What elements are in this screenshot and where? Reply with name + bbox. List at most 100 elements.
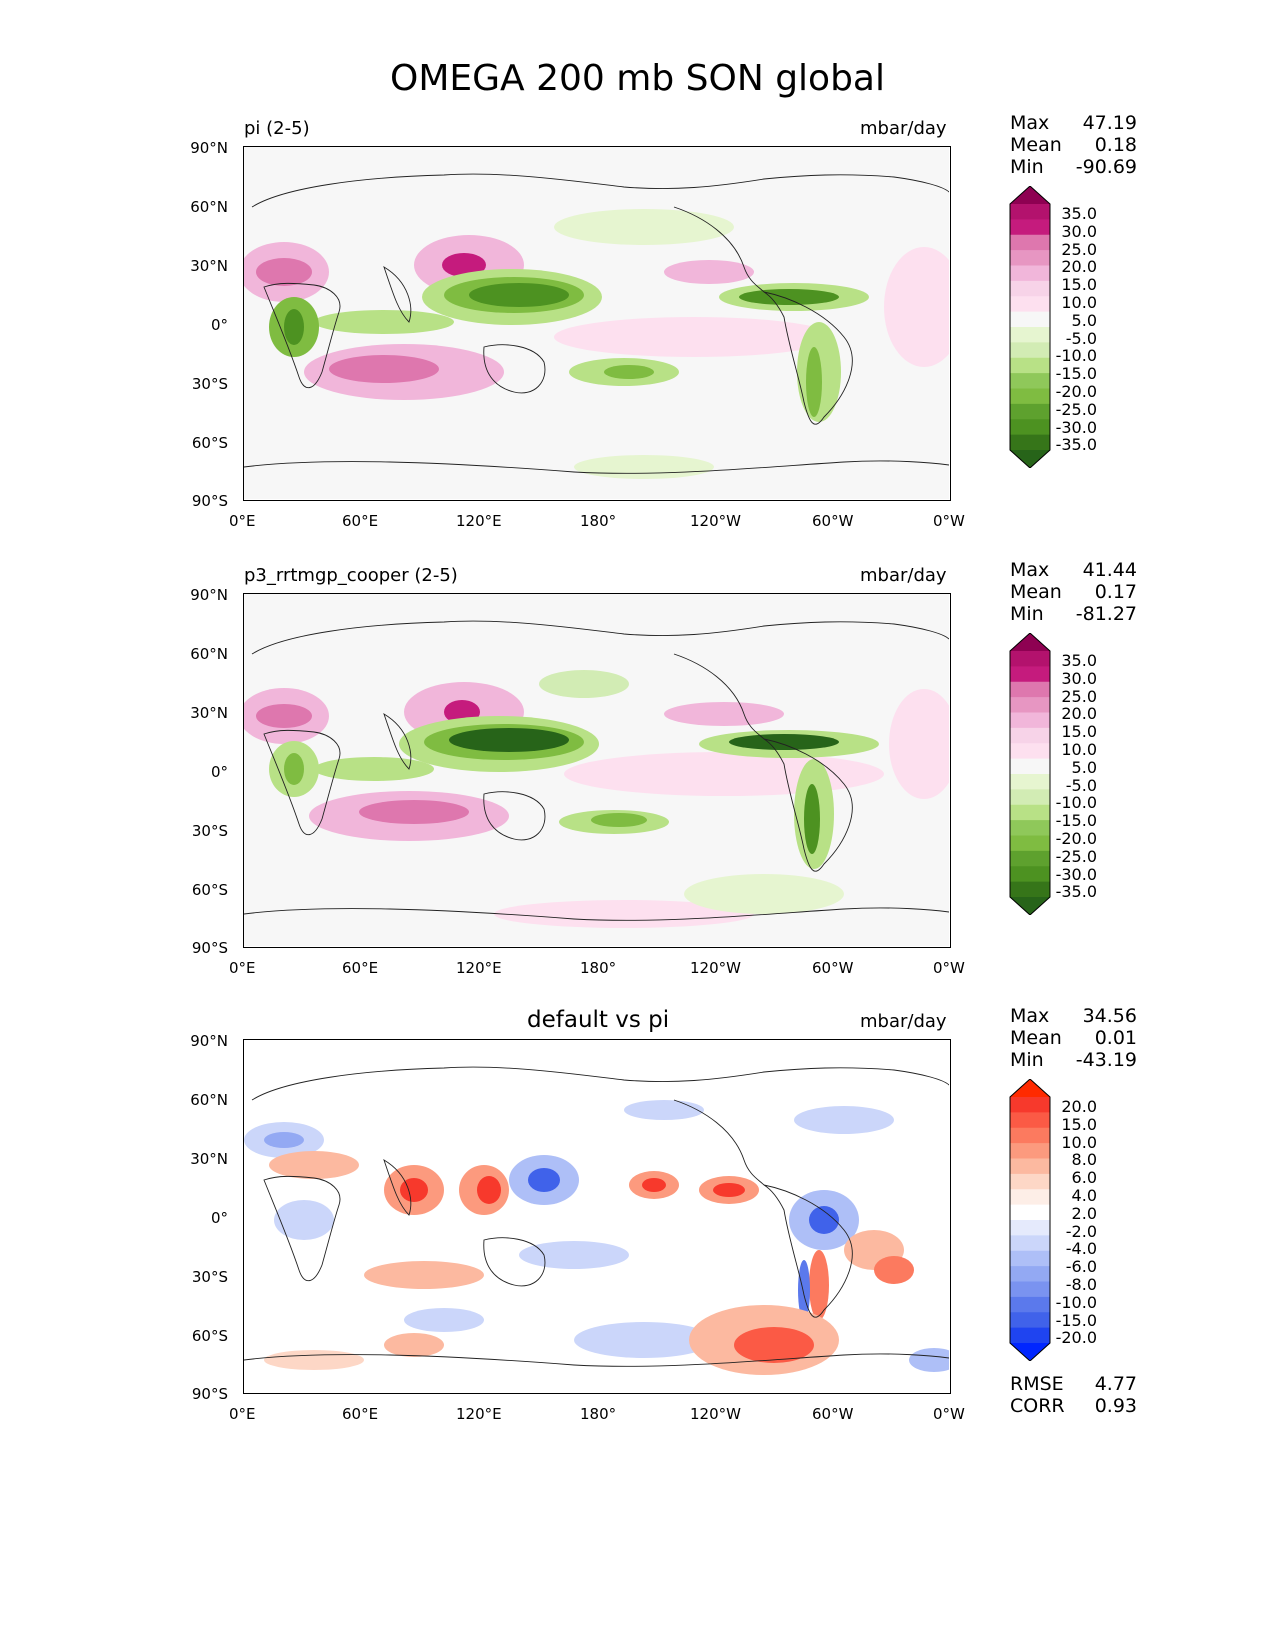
colorbar-label: -10.0	[1055, 793, 1097, 813]
colorbar-swatch	[1010, 327, 1050, 343]
panel-3-map	[243, 1039, 951, 1394]
colorbar-swatch	[1010, 1173, 1050, 1190]
colorbar-swatch	[1010, 419, 1050, 436]
colorbar-label: 10.0	[1061, 292, 1097, 312]
colorbar-swatch	[1010, 789, 1050, 806]
panel-3-colorbar	[1009, 1078, 1051, 1365]
colorbar-label: 20.0	[1061, 704, 1097, 724]
colorbar-swatch	[1010, 280, 1050, 297]
p2-stat-max-name: Max	[1010, 559, 1050, 581]
panel-3-field	[244, 1040, 949, 1392]
colorbar-swatch	[1010, 311, 1050, 328]
colorbar-label: -30.0	[1055, 864, 1097, 884]
colorbar-label: -5.0	[1065, 328, 1097, 348]
p2-stat-mean-name: Mean	[1010, 581, 1062, 603]
colorbar-label: 15.0	[1061, 722, 1097, 742]
colorbar-label: -6.0	[1065, 1257, 1097, 1277]
p2-xtick-120e: 120°E	[456, 959, 502, 977]
colorbar-label: 15.0	[1061, 275, 1097, 295]
p2-ytick-60s: 60°S	[191, 881, 228, 899]
colorbar-swatch	[1010, 1266, 1050, 1282]
colorbar-label: -20.0	[1055, 381, 1097, 401]
colorbar-swatch	[1010, 651, 1050, 667]
colorbar-swatch	[1010, 835, 1050, 852]
colorbar-extend-bottom	[1010, 450, 1050, 468]
colorbar-label: 5.0	[1071, 757, 1097, 777]
p3-stat-max-value: 34.56	[1082, 1005, 1137, 1027]
colorbar-swatch	[1010, 1296, 1050, 1313]
colorbar-outline	[1009, 632, 1051, 916]
colorbar-swatch	[1010, 1204, 1050, 1221]
p3-xtick-0e: 0°E	[229, 1405, 256, 1423]
colorbar-extend-top	[1010, 633, 1050, 651]
colorbar-label: -25.0	[1055, 846, 1097, 866]
p3-ytick-60s: 60°S	[191, 1327, 228, 1345]
colorbar-label: -35.0	[1055, 435, 1097, 455]
colorbar-swatch	[1010, 697, 1050, 713]
panel-2-label: p3_rrtmgp_cooper (2-5)	[244, 565, 458, 586]
colorbar-label: -10.0	[1055, 1292, 1097, 1312]
colorbar-label: -30.0	[1055, 417, 1097, 437]
panel-2-units: mbar/day	[860, 565, 947, 586]
colorbar-label: -20.0	[1055, 828, 1097, 848]
panel-3-colorbar-labels: 20.0 15.0 10.0 8.0 6.0 4.0 2.0 -2.0 -4.0 -6.0 -8.0…	[1053, 1098, 1097, 1347]
colorbar-swatch	[1010, 1158, 1050, 1175]
colorbar-swatch	[1010, 250, 1050, 266]
p3-ytick-30n: 30°N	[190, 1150, 228, 1168]
colorbar-swatch	[1010, 758, 1050, 775]
p3-xtick-180: 180°	[580, 1405, 617, 1423]
colorbar-swatch	[1010, 403, 1050, 420]
colorbar-extend-bottom	[1010, 897, 1050, 915]
p3-stat-min-name: Min	[1010, 1049, 1044, 1071]
p1-stat-mean-name: Mean	[1010, 134, 1062, 156]
colorbar-label: 10.0	[1061, 739, 1097, 759]
colorbar-swatch	[1010, 804, 1050, 821]
p2-xtick-60e: 60°E	[342, 959, 379, 977]
p1-xtick-0e: 0°E	[229, 512, 256, 530]
colorbar-label: 35.0	[1061, 204, 1097, 223]
p3-ytick-90n: 90°N	[190, 1032, 228, 1050]
colorbar-swatch	[1010, 866, 1050, 883]
colorbar-swatch	[1010, 1097, 1050, 1113]
panel-3-title: default vs pi	[527, 1007, 670, 1033]
colorbar-label: 35.0	[1061, 651, 1097, 670]
p3-stat-corr-value: 0.93	[1094, 1395, 1137, 1417]
colorbar-label: 4.0	[1071, 1185, 1097, 1205]
colorbar-swatch	[1010, 1189, 1050, 1206]
p1-stat-min-name: Min	[1010, 156, 1044, 178]
colorbar-label: -20.0	[1055, 1328, 1097, 1348]
colorbar-swatch	[1010, 727, 1050, 744]
p1-stat-max-name: Max	[1010, 112, 1050, 134]
colorbar-swatch	[1010, 234, 1050, 251]
colorbar-swatch	[1010, 820, 1050, 836]
p1-ytick-90s: 90°S	[191, 492, 228, 510]
colorbar-swatch	[1010, 1220, 1050, 1236]
colorbar-label: -25.0	[1055, 399, 1097, 419]
p3-stat-mean-name: Mean	[1010, 1027, 1062, 1049]
p3-ytick-30s: 30°S	[191, 1268, 228, 1286]
panel-1-field	[244, 147, 949, 499]
colorbar-extend-top	[1010, 1079, 1050, 1097]
colorbar-label: -4.0	[1065, 1239, 1097, 1259]
p3-stat-rmse-value: 4.77	[1094, 1373, 1137, 1395]
colorbar-swatch	[1010, 1112, 1050, 1129]
colorbar-swatch	[1010, 1235, 1050, 1252]
colorbar-label: -15.0	[1055, 811, 1097, 831]
p1-ytick-90n: 90°N	[190, 139, 228, 157]
colorbar-label: 5.0	[1071, 310, 1097, 330]
p2-ytick-90s: 90°S	[191, 939, 228, 957]
p2-stat-min-name: Min	[1010, 603, 1044, 625]
colorbar-swatch	[1010, 1143, 1050, 1159]
panel-1-label: pi (2-5)	[244, 118, 310, 139]
p2-ytick-60n: 60°N	[190, 645, 228, 663]
colorbar-label: 10.0	[1061, 1132, 1097, 1152]
p1-ytick-60s: 60°S	[191, 434, 228, 452]
p3-xtick-0w: 0°W	[933, 1405, 965, 1423]
p3-xtick-60e: 60°E	[342, 1405, 379, 1423]
colorbar-swatch	[1010, 388, 1050, 405]
colorbar-swatch	[1010, 681, 1050, 698]
p2-xtick-0e: 0°E	[229, 959, 256, 977]
colorbar-swatch	[1010, 1312, 1050, 1329]
panel-2-field	[244, 594, 949, 946]
colorbar-label: -8.0	[1065, 1274, 1097, 1294]
